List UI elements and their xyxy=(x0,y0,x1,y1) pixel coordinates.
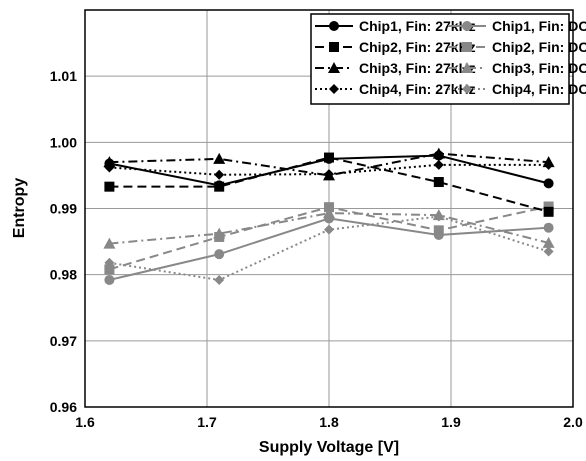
series-8 xyxy=(104,211,554,285)
legend: Chip1, Fin: 27kHz Chip2, Fin: 27kHz Chip3,… xyxy=(310,13,586,105)
data-point xyxy=(543,178,554,189)
data-point xyxy=(103,237,116,249)
y-tick-label: 1.00 xyxy=(50,134,77,150)
legend-marker xyxy=(329,42,339,52)
data-point xyxy=(214,169,225,180)
legend-box xyxy=(310,13,570,105)
legend-marker xyxy=(462,84,472,94)
x-tick-label: 1.9 xyxy=(441,414,461,430)
data-point xyxy=(433,177,444,188)
legend-item: Chip1, Fin: DC xyxy=(448,18,586,34)
legend-marker xyxy=(329,21,339,31)
data-point xyxy=(543,222,554,233)
legend-marker xyxy=(328,62,340,73)
legend-label: Chip4, Fin: 27kHz xyxy=(359,81,476,97)
series-line xyxy=(109,212,549,245)
data-point xyxy=(432,147,445,159)
legend-marker xyxy=(462,21,472,31)
data-point xyxy=(542,236,555,248)
data-point xyxy=(543,201,554,212)
data-point xyxy=(213,227,226,239)
legend-marker xyxy=(461,62,473,73)
data-point xyxy=(104,264,115,275)
legend-item: Chip2, Fin: DC xyxy=(448,39,586,55)
legend-label: Chip2, Fin: DC xyxy=(492,39,586,55)
data-point xyxy=(214,274,225,285)
data-point xyxy=(213,152,226,164)
series-line xyxy=(109,163,549,176)
data-point xyxy=(324,152,334,163)
data-point xyxy=(433,211,444,222)
y-tick-label: 0.96 xyxy=(50,399,77,415)
legend-label: Chip2, Fin: 27kHz xyxy=(359,39,476,55)
legend-label: Chip4, Fin: DC xyxy=(492,81,586,97)
legend-marker xyxy=(462,42,472,52)
legend-item: Chip3, Fin: DC xyxy=(448,60,586,76)
y-tick-label: 1.01 xyxy=(50,68,77,84)
x-tick-label: 1.6 xyxy=(75,414,95,430)
series-4 xyxy=(104,159,554,180)
data-point xyxy=(433,225,444,236)
legend-label: Chip1, Fin: 27kHz xyxy=(359,18,476,34)
data-point xyxy=(433,159,444,170)
y-axis-label: Entropy xyxy=(11,178,28,239)
y-tick-label: 0.99 xyxy=(50,201,77,217)
data-point xyxy=(104,162,115,173)
legend-item: Chip3, Fin: 27kHz xyxy=(315,60,476,76)
data-point xyxy=(324,224,334,235)
series-line xyxy=(109,156,549,213)
plot-frame xyxy=(84,9,574,408)
legend-item: Chip2, Fin: 27kHz xyxy=(315,39,476,55)
data-point xyxy=(104,257,115,268)
data-point xyxy=(104,274,115,285)
legend-label: Chip3, Fin: 27kHz xyxy=(359,60,476,76)
data-point xyxy=(323,207,335,219)
y-tick-labels: 0.96 0.97 0.98 0.99 1.00 1.01 xyxy=(50,68,77,415)
data-point xyxy=(324,169,334,180)
legend-item: Chip4, Fin: DC xyxy=(448,81,586,97)
series-line xyxy=(109,152,549,177)
legend-item: Chip1, Fin: 27kHz xyxy=(315,18,476,34)
data-point xyxy=(543,246,554,257)
data-point xyxy=(543,159,554,170)
data-point xyxy=(103,156,116,168)
legend-label: Chip1, Fin: DC xyxy=(492,18,586,34)
y-tick-label: 0.97 xyxy=(50,333,77,349)
series-2 xyxy=(104,152,554,217)
x-tick-label: 1.8 xyxy=(319,414,339,430)
legend-label: Chip3, Fin: DC xyxy=(492,60,586,76)
legend-marker xyxy=(329,84,339,94)
legend-item: Chip4, Fin: 27kHz xyxy=(315,81,476,97)
x-tick-label: 2.0 xyxy=(563,414,583,430)
data-point xyxy=(214,249,225,260)
data-point xyxy=(104,181,115,192)
x-tick-label: 1.7 xyxy=(197,414,217,430)
y-tick-label: 0.98 xyxy=(50,267,77,283)
x-axis-label: Supply Voltage [V] xyxy=(259,439,399,456)
data-point xyxy=(214,181,225,192)
series-layer xyxy=(103,147,555,285)
data-point xyxy=(543,206,554,217)
x-tick-labels: 1.6 1.7 1.8 1.9 2.0 xyxy=(75,414,583,430)
